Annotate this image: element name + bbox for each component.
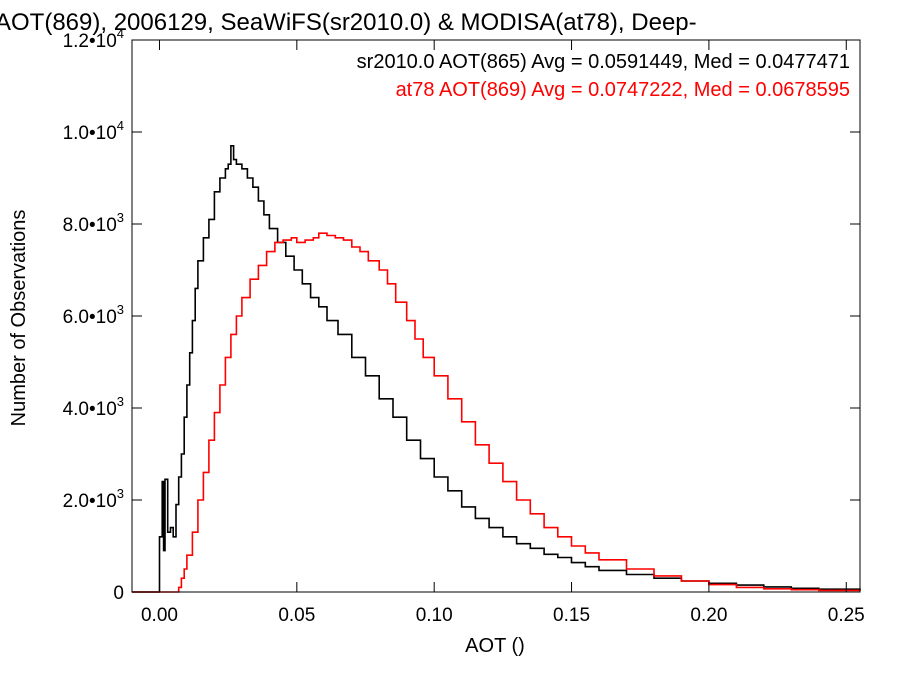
x-axis: 0.00 0.05 0.10 0.15 0.20 0.25 — [141, 40, 865, 626]
y-axis-label: Number of Observations — [8, 210, 30, 427]
y-tick-label: 4.0•103 — [63, 394, 124, 420]
chart-title: AOT(869), 2006129, SeaWiFS(sr2010.0) & M… — [0, 9, 697, 36]
annotation-2: at78 AOT(869) Avg = 0.0747222, Med = 0.0… — [396, 79, 850, 101]
annotation-1: sr2010.0 AOT(865) Avg = 0.0591449, Med =… — [357, 51, 850, 73]
x-axis-label: AOT () — [465, 635, 525, 657]
y-tick-label: 0 — [113, 583, 124, 604]
series-line-2 — [132, 232, 861, 593]
y-tick-label: 6.0•103 — [63, 302, 124, 328]
x-tick-label: 0.10 — [416, 605, 453, 626]
y-tick-label: 1.0•104 — [63, 118, 124, 144]
y-tick-label: 1.2•104 — [63, 26, 124, 52]
x-tick-label: 0.25 — [828, 605, 865, 626]
y-tick-label: 2.0•103 — [63, 486, 124, 512]
series-line-1 — [132, 145, 861, 593]
y-tick-label: 8.0•103 — [63, 210, 124, 236]
x-tick-label: 0.20 — [690, 605, 727, 626]
x-tick-label: 0.15 — [553, 605, 590, 626]
x-tick-label: 0.05 — [278, 605, 315, 626]
plot-series — [132, 145, 861, 593]
annotations: sr2010.0 AOT(865) Avg = 0.0591449, Med =… — [357, 51, 850, 101]
x-tick-label: 0.00 — [141, 605, 178, 626]
y-axis: 0 2.0•103 4.0•103 6.0•103 8.0•103 1.0•104… — [63, 26, 860, 604]
